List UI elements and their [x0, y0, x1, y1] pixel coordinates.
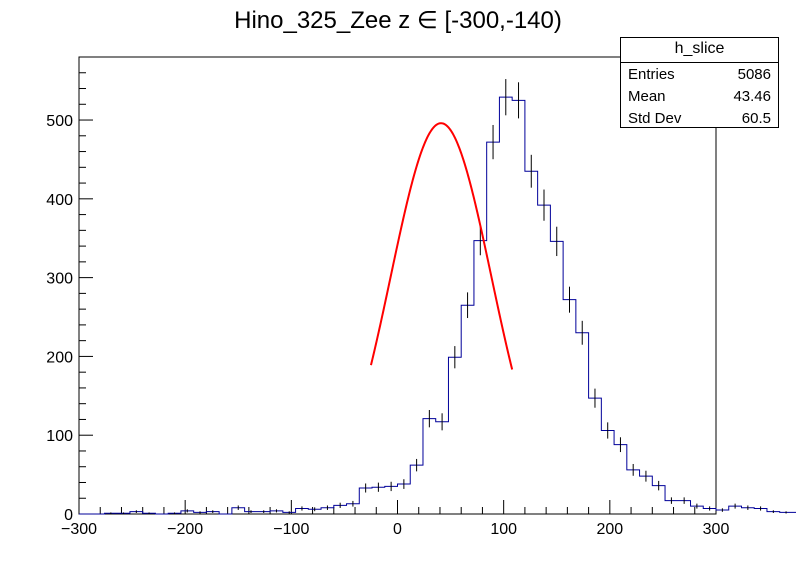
x-tick-label: 200 — [596, 521, 623, 538]
x-axis: −300 −200 −100 0 100 200 300 — [61, 500, 729, 538]
chart-title: Hino_325_Zee z ∈ [-300,-140) — [234, 7, 562, 34]
stats-row-entries: Entries 5086 — [621, 63, 778, 85]
stats-label: Std Dev — [628, 110, 682, 127]
stats-row-mean: Mean 43.46 — [621, 85, 778, 107]
stats-value: 5086 — [737, 66, 771, 83]
histogram-series — [79, 79, 796, 515]
x-tick-label: −100 — [273, 521, 309, 538]
stats-value: 43.46 — [733, 88, 771, 105]
x-tick-label: 0 — [393, 521, 402, 538]
y-tick-label: 300 — [46, 271, 73, 288]
histogram-outline — [79, 96, 796, 515]
stats-title: h_slice — [621, 38, 778, 63]
y-tick-label: 500 — [46, 113, 73, 130]
x-tick-label: 100 — [490, 521, 517, 538]
stats-row-stddev: Std Dev 60.5 — [621, 107, 778, 129]
x-tick-label: −200 — [167, 521, 203, 538]
stats-box: h_slice Entries 5086 Mean 43.46 Std Dev … — [620, 37, 779, 128]
y-tick-label: 200 — [46, 349, 73, 366]
fit-curve — [369, 122, 514, 370]
fit-curve-group — [369, 122, 514, 370]
y-tick-label: 0 — [64, 507, 73, 524]
stats-value: 60.5 — [741, 110, 771, 127]
x-tick-label: 300 — [703, 521, 730, 538]
y-axis: 0 100 200 300 400 500 — [46, 56, 93, 524]
stats-label: Mean — [628, 88, 666, 105]
x-tick-label: −300 — [61, 521, 97, 538]
stats-label: Entries — [628, 66, 675, 83]
y-tick-label: 100 — [46, 428, 73, 445]
y-tick-label: 400 — [46, 192, 73, 209]
